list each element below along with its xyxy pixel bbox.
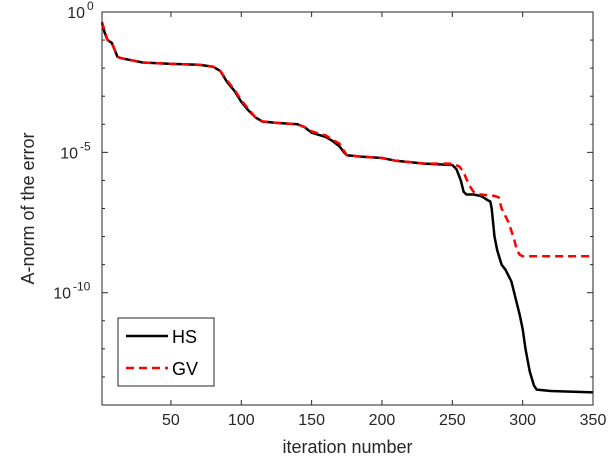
x-tick-label: 350 bbox=[580, 412, 607, 429]
legend-box bbox=[117, 317, 215, 387]
series-layer bbox=[100, 21, 594, 394]
x-tick-label: 150 bbox=[298, 412, 325, 429]
series-line-gv bbox=[100, 21, 593, 258]
x-tick-label: 200 bbox=[369, 412, 396, 429]
legend-label-gv: GV bbox=[172, 359, 198, 379]
y-tick-label: 10 bbox=[53, 286, 71, 303]
x-tick-label: 50 bbox=[162, 412, 180, 429]
legend-label-hs: HS bbox=[172, 327, 197, 347]
x-axis-label: iteration number bbox=[282, 437, 412, 457]
x-axis: 50 100 150 200 250 300 350 bbox=[162, 12, 606, 429]
x-tick-label: 300 bbox=[509, 412, 536, 429]
x-tick-label: 250 bbox=[439, 412, 466, 429]
y-tick-label: 10 bbox=[60, 145, 78, 162]
y-tick-exponent: -10 bbox=[73, 280, 91, 294]
y-tick-label: 10 bbox=[67, 5, 85, 22]
y-axis-label: A-norm of the error bbox=[18, 132, 38, 284]
x-tick-label: 100 bbox=[228, 412, 255, 429]
legend: HS GV bbox=[117, 317, 215, 387]
y-tick-exponent: 0 bbox=[87, 0, 94, 13]
y-tick-exponent: -5 bbox=[80, 139, 91, 153]
series-line-hs bbox=[100, 22, 594, 394]
